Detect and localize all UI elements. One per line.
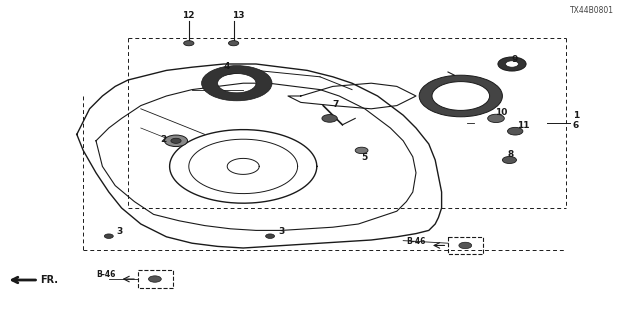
Circle shape bbox=[502, 156, 516, 164]
Text: 9: 9 bbox=[512, 55, 518, 64]
Circle shape bbox=[228, 41, 239, 46]
Circle shape bbox=[488, 114, 504, 123]
Circle shape bbox=[506, 61, 518, 67]
Text: TX44B0801: TX44B0801 bbox=[570, 6, 614, 15]
Text: 11: 11 bbox=[517, 121, 530, 130]
Circle shape bbox=[171, 138, 181, 143]
Circle shape bbox=[322, 115, 337, 122]
Text: 2: 2 bbox=[160, 135, 166, 144]
Text: 6: 6 bbox=[573, 121, 579, 130]
Circle shape bbox=[498, 57, 526, 71]
Text: 13: 13 bbox=[232, 11, 244, 20]
Circle shape bbox=[459, 242, 472, 249]
Text: 4: 4 bbox=[224, 62, 230, 71]
Circle shape bbox=[266, 234, 275, 238]
Text: FR.: FR. bbox=[40, 275, 58, 285]
Wedge shape bbox=[202, 66, 272, 101]
Circle shape bbox=[184, 41, 194, 46]
Text: 12: 12 bbox=[182, 11, 195, 20]
Circle shape bbox=[355, 147, 368, 154]
Text: 1: 1 bbox=[573, 111, 579, 120]
Circle shape bbox=[104, 234, 113, 238]
Text: 3: 3 bbox=[278, 227, 285, 236]
Circle shape bbox=[508, 127, 523, 135]
Text: B-46: B-46 bbox=[96, 270, 115, 279]
Text: 10: 10 bbox=[495, 108, 508, 117]
Text: 3: 3 bbox=[116, 227, 123, 236]
Circle shape bbox=[164, 135, 188, 147]
Text: 8: 8 bbox=[508, 150, 514, 159]
Text: B-46: B-46 bbox=[406, 237, 426, 246]
Text: 5: 5 bbox=[362, 153, 368, 162]
Circle shape bbox=[148, 276, 161, 282]
Text: 7: 7 bbox=[333, 100, 339, 109]
Wedge shape bbox=[419, 75, 502, 117]
